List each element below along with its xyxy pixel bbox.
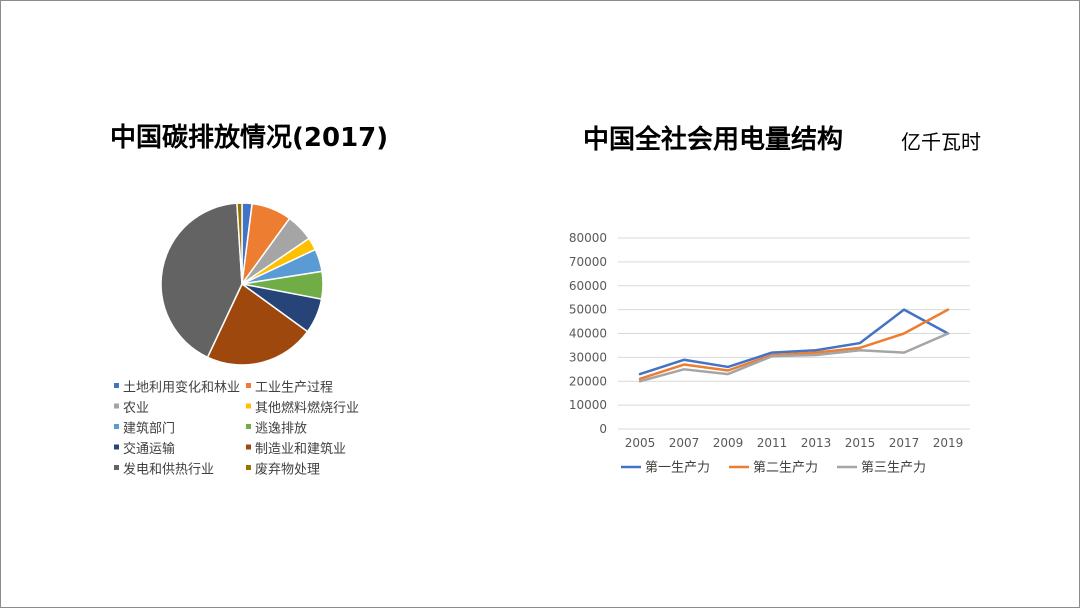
series-line — [638, 332, 950, 383]
series-line — [638, 308, 950, 381]
line-chart-title: 中国全社会用电量结构 — [583, 125, 844, 155]
legend-label: 逃逸排放 — [255, 422, 307, 437]
x-tick-label: 2007 — [669, 436, 700, 450]
x-tick-label: 2017 — [889, 436, 920, 450]
legend-marker — [246, 444, 251, 450]
legend-marker — [114, 465, 119, 470]
y-tick-label: 50000 — [569, 303, 607, 317]
y-tick-label: 70000 — [569, 255, 607, 269]
y-tick-label: 60000 — [569, 279, 607, 293]
unit-label: 亿千瓦时 — [901, 130, 981, 154]
legend-marker — [114, 444, 119, 450]
legend-label: 发电和供热行业 — [123, 462, 214, 478]
legend-label: 第二生产力 — [753, 461, 818, 476]
pie-slice — [160, 202, 243, 359]
y-tick-label: 20000 — [569, 374, 607, 388]
y-tick-label: 80000 — [569, 231, 607, 245]
y-tick-label: 40000 — [569, 327, 607, 341]
x-tick-label: 2009 — [713, 436, 744, 450]
legend-label: 废弃物处理 — [255, 462, 320, 478]
legend-label: 交通运输 — [123, 441, 175, 457]
legend-marker — [246, 465, 251, 470]
x-tick-label: 2015 — [845, 436, 876, 450]
legend-label: 土地利用变化和林业 — [123, 380, 240, 396]
pie-chart-title: 中国碳排放情况(2017) — [110, 123, 389, 153]
legend-marker — [114, 403, 119, 409]
legend-label: 制造业和建筑业 — [255, 441, 346, 457]
x-tick-label: 2019 — [933, 436, 964, 450]
y-tick-label: 10000 — [569, 398, 607, 412]
x-tick-label: 2005 — [625, 436, 656, 450]
pie-slice — [236, 202, 243, 285]
legend-marker — [246, 403, 251, 409]
legend-label: 工业生产过程 — [255, 381, 333, 396]
x-tick-label: 2011 — [757, 436, 788, 450]
x-tick-label: 2013 — [801, 436, 832, 450]
y-tick-label: 30000 — [569, 350, 607, 364]
legend-label: 建筑部门 — [123, 421, 175, 437]
legend-label: 农业 — [123, 401, 149, 416]
legend-label: 第一生产力 — [645, 461, 710, 476]
legend-marker — [246, 424, 251, 429]
legend-marker — [246, 383, 251, 388]
series-line — [638, 308, 950, 376]
legend-label: 第三生产力 — [861, 461, 926, 476]
legend-label: 其他燃料燃烧行业 — [255, 400, 359, 416]
legend-marker — [114, 424, 119, 429]
legend-marker — [114, 383, 119, 388]
y-tick-label: 0 — [599, 422, 607, 436]
